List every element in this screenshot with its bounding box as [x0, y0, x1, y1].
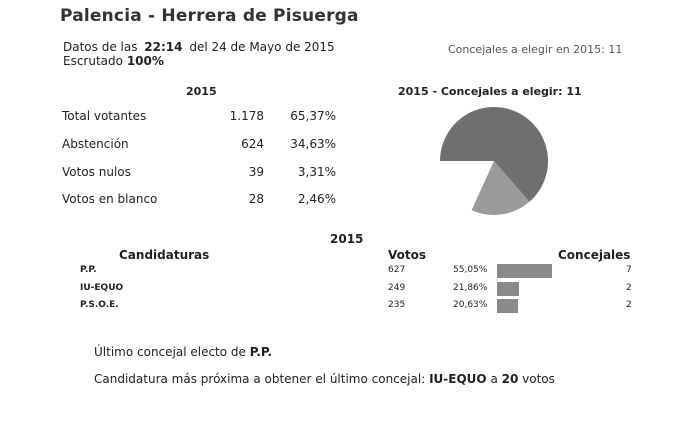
- party-seats-iu-equo: 2: [626, 283, 632, 293]
- datos-time: 22:14: [144, 40, 183, 54]
- party-bar-iu-equo: [497, 282, 519, 296]
- datos-line: Datos de las 22:14 del 24 de Mayo de 201…: [63, 40, 335, 54]
- summary-label-nulos: Votos nulos: [62, 165, 131, 179]
- summary-pct-abstencion: 34,63%: [290, 137, 336, 151]
- header-candidaturas: Candidaturas: [119, 248, 210, 262]
- proxima-prefix: Candidatura más próxima a obtener el últ…: [94, 372, 426, 386]
- summary-value-nulos: 39: [248, 165, 264, 179]
- party-pct-psoe: 20,63%: [453, 300, 488, 310]
- summary-value-abstencion: 624: [241, 137, 264, 151]
- datos-date: del 24 de Mayo de 2015: [189, 40, 335, 54]
- pie-slice-iu-equo: [471, 161, 530, 215]
- summary-year: 2015: [186, 85, 217, 98]
- party-pct-iu-equo: 21,86%: [453, 283, 488, 293]
- ultimo-party: P.P.: [249, 345, 273, 359]
- summary-label-abstencion: Abstención: [62, 137, 129, 151]
- escrutado-line: Escrutado 100%: [63, 54, 164, 68]
- party-bar-psoe: [497, 299, 518, 313]
- party-seats-psoe: 2: [626, 300, 632, 310]
- results-year: 2015: [330, 232, 364, 246]
- party-name-iu-equo: IU-EQUO: [80, 283, 124, 293]
- datos-prefix: Datos de las: [63, 40, 138, 54]
- pie-slice-pp: [440, 107, 548, 202]
- party-pct-pp: 55,05%: [453, 265, 488, 275]
- header-concejales: Concejales: [558, 248, 631, 262]
- header-votos: Votos: [388, 248, 426, 262]
- party-bar-pp: [497, 264, 552, 278]
- ultimo-concejal-line: Último concejal electo de P.P.: [94, 345, 272, 359]
- proxima-candidatura-line: Candidatura más próxima a obtener el últ…: [94, 372, 555, 386]
- party-votes-psoe: 235: [388, 300, 406, 310]
- concejales-a-elegir: Concejales a elegir en 2015: 11: [448, 43, 623, 56]
- summary-pct-total: 65,37%: [290, 109, 336, 123]
- seats-pie-chart: [440, 107, 548, 215]
- summary-pct-nulos: 3,31%: [297, 165, 336, 179]
- summary-value-total: 1.178: [229, 109, 264, 123]
- escrutado-label: Escrutado: [63, 54, 123, 68]
- proxima-mid: a: [490, 372, 498, 386]
- party-name-pp: P.P.: [80, 265, 97, 275]
- party-name-psoe: P.S.O.E.: [80, 300, 119, 310]
- summary-value-blanco: 28: [248, 192, 264, 206]
- proxima-suffix: votos: [522, 372, 555, 386]
- proxima-party: IU-EQUO: [429, 372, 487, 386]
- pie-title: 2015 - Concejales a elegir: 11: [398, 85, 582, 98]
- ultimo-prefix: Último concejal electo de: [94, 345, 246, 359]
- party-votes-pp: 627: [388, 265, 406, 275]
- party-seats-pp: 7: [626, 265, 632, 275]
- summary-label-blanco: Votos en blanco: [62, 192, 158, 206]
- escrutado-value: 100%: [126, 54, 164, 68]
- summary-label-total: Total votantes: [62, 109, 147, 123]
- page-title: Palencia - Herrera de Pisuerga: [60, 6, 359, 26]
- party-votes-iu-equo: 249: [388, 283, 406, 293]
- proxima-votes: 20: [501, 372, 519, 386]
- summary-pct-blanco: 2,46%: [297, 192, 336, 206]
